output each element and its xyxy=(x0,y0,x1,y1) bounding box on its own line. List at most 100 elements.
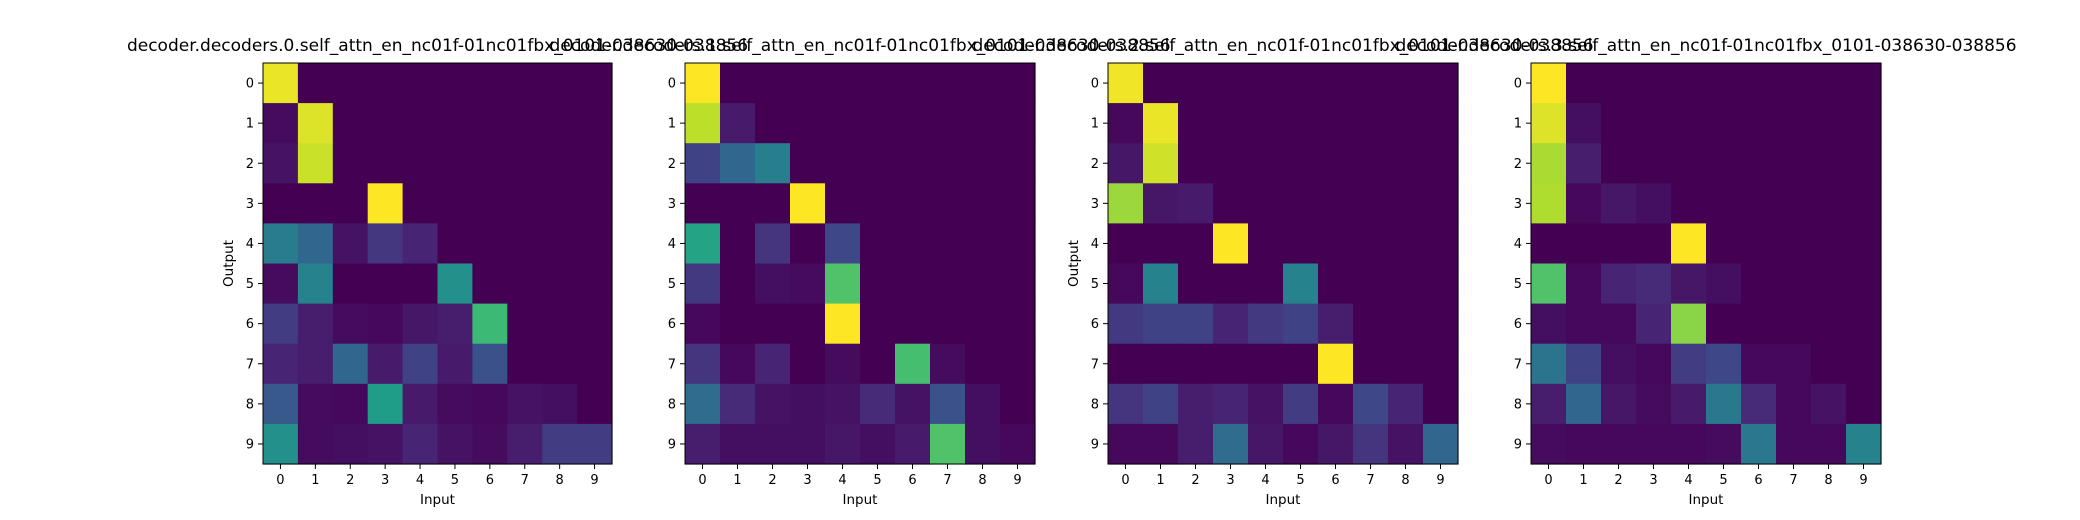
y-axis-label: Output xyxy=(1066,240,1082,287)
heatmap-cell-r3-c1 xyxy=(1143,183,1179,224)
heatmap-cell-r1-c4 xyxy=(402,103,439,144)
heatmap-cell-r8-c0 xyxy=(1108,383,1144,425)
heatmap-cell-r7-c0 xyxy=(1108,343,1144,385)
heatmap-cell-r0-c9 xyxy=(577,63,613,104)
x-tick-label-6: 6 xyxy=(908,473,916,488)
heatmap-cell-r2-c0 xyxy=(1531,143,1567,184)
heatmap-cell-r6-c5 xyxy=(437,303,473,345)
heatmap-cell-r6-c5 xyxy=(1706,303,1742,345)
heatmap-cell-r7-c1 xyxy=(720,343,756,385)
x-tick-label-4: 4 xyxy=(1261,473,1269,488)
heatmap-cell-r2-c3 xyxy=(1636,143,1672,184)
heatmap-cell-r1-c9 xyxy=(1000,103,1036,144)
heatmap-cell-r1-c2 xyxy=(1601,103,1637,144)
heatmap-cell-r3-c2 xyxy=(1178,183,1214,224)
heatmap-cell-r5-c8 xyxy=(542,263,578,305)
heatmap-cell-r2-c0 xyxy=(263,143,299,184)
x-tick-label-5: 5 xyxy=(451,473,459,488)
heatmap-cell-r8-c7 xyxy=(1353,383,1389,425)
heatmap-cell-r3-c5 xyxy=(1706,183,1742,224)
heatmap-cell-r3-c3 xyxy=(1636,183,1672,224)
heatmap-cell-r9-c2 xyxy=(755,423,791,465)
heatmap-cell-r2-c2 xyxy=(332,143,369,184)
heatmap-cell-r1-c3 xyxy=(1636,103,1672,144)
x-tick-label-0: 0 xyxy=(1121,473,1129,488)
heatmap-cell-r7-c6 xyxy=(1741,343,1777,385)
y-tick-label-5: 5 xyxy=(1091,277,1099,292)
heatmap-cell-r6-c5 xyxy=(1283,303,1319,345)
heatmap-cell-r8-c1 xyxy=(720,383,756,425)
heatmap-cell-r1-c8 xyxy=(965,103,1001,144)
heatmap-cell-r3-c4 xyxy=(825,183,861,224)
heatmap-cell-r9-c1 xyxy=(297,423,334,465)
heatmap-cell-r3-c1 xyxy=(1566,183,1602,224)
heatmap-cell-r5-c7 xyxy=(507,263,543,305)
heatmap-cell-r6-c1 xyxy=(1143,303,1179,345)
heatmap-cell-r3-c7 xyxy=(507,183,543,224)
heatmap-cell-r5-c1 xyxy=(297,263,334,305)
y-tick-label-3: 3 xyxy=(1091,197,1099,212)
heatmap-cell-r6-c9 xyxy=(1846,303,1882,345)
y-tick-label-7: 7 xyxy=(668,357,676,372)
heatmap-cell-r4-c6 xyxy=(1741,223,1777,265)
heatmap-cell-r4-c4 xyxy=(1248,223,1284,265)
heatmap-cell-r7-c3 xyxy=(367,343,404,385)
heatmap-cell-r0-c0 xyxy=(685,63,721,104)
heatmap-cell-r6-c8 xyxy=(542,303,578,345)
heatmap-cell-r8-c9 xyxy=(1846,383,1882,425)
heatmap-cell-r0-c2 xyxy=(1178,63,1214,104)
y-tick-label-5: 5 xyxy=(1514,277,1522,292)
heatmap-cell-r4-c0 xyxy=(1108,223,1144,265)
heatmap-cell-r8-c5 xyxy=(1706,383,1742,425)
heatmap-cell-r1-c5 xyxy=(437,103,473,144)
x-tick-label-1: 1 xyxy=(311,473,319,488)
x-tick-label-1: 1 xyxy=(733,473,741,488)
heatmap-cell-r8-c6 xyxy=(1318,383,1354,425)
heatmap-cell-r2-c9 xyxy=(1846,143,1882,184)
heatmap-cell-r1-c8 xyxy=(1388,103,1424,144)
heatmap-cell-r3-c3 xyxy=(790,183,826,224)
heatmap-cell-r7-c0 xyxy=(685,343,721,385)
heatmap-cell-r1-c4 xyxy=(1248,103,1284,144)
heatmap-cell-r8-c1 xyxy=(1566,383,1602,425)
heatmap-cell-r1-c3 xyxy=(790,103,826,144)
heatmap-cell-r1-c4 xyxy=(1671,103,1707,144)
heatmap-cell-r9-c6 xyxy=(472,423,508,465)
y-tick-label-9: 9 xyxy=(246,437,254,452)
heatmap-cell-r1-c9 xyxy=(1423,103,1459,144)
heatmap-cell-r4-c8 xyxy=(542,223,578,265)
heatmap-cell-r6-c0 xyxy=(1531,303,1567,345)
heatmap-cell-r5-c1 xyxy=(720,263,756,305)
heatmap-cell-r4-c1 xyxy=(1566,223,1602,265)
heatmap-cell-r9-c4 xyxy=(402,423,439,465)
heatmap-cell-r3-c9 xyxy=(1423,183,1459,224)
y-tick-label-1: 1 xyxy=(246,117,254,132)
heatmap-cell-r2-c4 xyxy=(825,143,861,184)
heatmap-cell-r3-c9 xyxy=(1000,183,1036,224)
heatmap-cell-r9-c7 xyxy=(1353,423,1389,465)
x-tick-label-2: 2 xyxy=(1614,473,1622,488)
heatmap-cell-r4-c9 xyxy=(1000,223,1036,265)
heatmap-panel-1: 0 1 2 3 4 5 6 7 8 9 0 1 2 3 4 5 6 7 8 9 Input decoder.decoder… xyxy=(549,36,1170,508)
heatmap-cell-r8-c2 xyxy=(755,383,791,425)
heatmap-cell-r1-c8 xyxy=(542,103,578,144)
x-tick-label-9: 9 xyxy=(1859,473,1867,488)
heatmap-cell-r4-c2 xyxy=(755,223,791,265)
heatmap-cell-r5-c2 xyxy=(1178,263,1214,305)
heatmap-cell-r4-c5 xyxy=(860,223,896,265)
heatmap-cell-r4-c9 xyxy=(1846,223,1882,265)
heatmap-cell-r9-c2 xyxy=(1601,423,1637,465)
heatmap-cell-r8-c5 xyxy=(437,383,473,425)
heatmap-cell-r3-c8 xyxy=(542,183,578,224)
heatmap-cell-r9-c1 xyxy=(1566,423,1602,465)
heatmap-cell-r7-c0 xyxy=(263,343,299,385)
heatmap-cell-r4-c1 xyxy=(1143,223,1179,265)
y-tick-label-1: 1 xyxy=(1091,117,1099,132)
heatmap-cell-r3-c6 xyxy=(1741,183,1777,224)
heatmap-cell-r9-c7 xyxy=(507,423,543,465)
heatmap-cell-r2-c1 xyxy=(720,143,756,184)
heatmap-cell-r4-c7 xyxy=(1776,223,1812,265)
heatmap-cell-r5-c3 xyxy=(1213,263,1249,305)
heatmap-cell-r5-c1 xyxy=(1566,263,1602,305)
heatmap-cell-r8-c5 xyxy=(860,383,896,425)
